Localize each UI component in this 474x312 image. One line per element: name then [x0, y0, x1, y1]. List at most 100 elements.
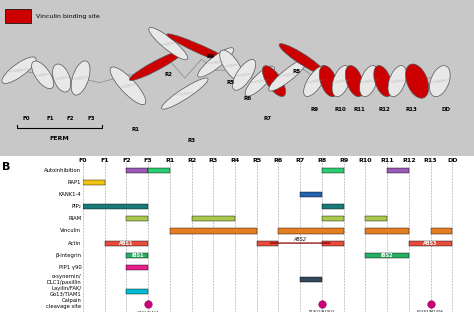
Text: R13: R13 [405, 107, 418, 112]
Text: F2: F2 [122, 158, 131, 163]
Text: Q431/Q434: Q431/Q434 [137, 310, 159, 312]
Bar [191, 216, 235, 222]
Text: ABS3: ABS3 [423, 241, 438, 246]
Text: B: B [2, 162, 10, 172]
Text: R5: R5 [252, 158, 261, 163]
Text: ABS1: ABS1 [119, 241, 134, 246]
Ellipse shape [245, 66, 274, 96]
Text: R9: R9 [339, 158, 348, 163]
Bar [170, 228, 257, 233]
Text: P1902/A1903: P1902/A1903 [309, 310, 335, 312]
Bar [127, 253, 148, 258]
Text: RAP1: RAP1 [68, 180, 81, 185]
Text: DD: DD [441, 107, 450, 112]
Text: Actin: Actin [68, 241, 81, 246]
Bar [278, 228, 344, 233]
Text: K2483/M2496: K2483/M2496 [417, 310, 444, 312]
Ellipse shape [429, 66, 450, 97]
Text: R3: R3 [188, 138, 196, 143]
Text: Autoinhibition: Autoinhibition [44, 168, 81, 173]
Text: R11: R11 [354, 107, 365, 112]
Text: DD: DD [447, 158, 457, 163]
Ellipse shape [304, 66, 327, 96]
Text: R2: R2 [187, 158, 196, 163]
Ellipse shape [149, 27, 188, 60]
Text: IBS2: IBS2 [381, 253, 393, 258]
Text: RIAM: RIAM [68, 217, 81, 222]
Text: Calpain
cleavage site: Calpain cleavage site [46, 298, 81, 309]
Text: R6: R6 [274, 158, 283, 163]
Ellipse shape [2, 57, 36, 83]
Text: β-integrin: β-integrin [55, 253, 81, 258]
Text: R5: R5 [227, 80, 235, 85]
Bar [365, 228, 409, 233]
Bar [127, 168, 148, 173]
Ellipse shape [346, 66, 364, 97]
Bar [322, 241, 344, 246]
Bar [127, 216, 148, 222]
Bar [300, 277, 322, 282]
Ellipse shape [129, 51, 183, 80]
Text: Layilin/FAK/
Go13/TIAM1: Layilin/FAK/ Go13/TIAM1 [50, 286, 81, 297]
Text: R9: R9 [310, 107, 319, 112]
Text: R12: R12 [402, 158, 416, 163]
Bar [257, 241, 278, 246]
Text: R8: R8 [292, 69, 301, 74]
Text: F3: F3 [88, 116, 95, 121]
Text: R12: R12 [378, 107, 390, 112]
Text: F0: F0 [79, 158, 87, 163]
Text: R7: R7 [264, 116, 272, 121]
Bar [409, 241, 452, 246]
Text: R13: R13 [424, 158, 438, 163]
Ellipse shape [53, 64, 71, 92]
Text: R1: R1 [165, 158, 174, 163]
Ellipse shape [71, 61, 90, 95]
Ellipse shape [406, 64, 428, 98]
Text: F0: F0 [22, 116, 30, 121]
Ellipse shape [269, 59, 308, 91]
Bar [322, 216, 344, 222]
Ellipse shape [388, 66, 406, 97]
Text: F2: F2 [66, 116, 74, 121]
Text: Vinculin binding site: Vinculin binding site [36, 14, 99, 19]
Ellipse shape [319, 66, 337, 97]
Bar [83, 180, 105, 185]
Text: F3: F3 [144, 158, 153, 163]
Bar [430, 228, 452, 233]
Text: R8: R8 [317, 158, 327, 163]
Text: R4: R4 [230, 158, 240, 163]
Ellipse shape [374, 66, 392, 97]
Ellipse shape [162, 78, 208, 109]
Ellipse shape [167, 34, 236, 66]
Ellipse shape [360, 66, 378, 97]
Text: R4: R4 [207, 54, 215, 59]
Bar [5, 9, 31, 23]
Text: Vinculin: Vinculin [60, 228, 81, 233]
Bar [365, 253, 409, 258]
Text: FERM: FERM [49, 136, 69, 141]
Text: R10: R10 [335, 107, 346, 112]
Ellipse shape [279, 44, 326, 75]
Ellipse shape [332, 66, 350, 97]
Text: α-synemin/
DLC1/paxillin: α-synemin/ DLC1/paxillin [46, 274, 81, 285]
Bar [83, 204, 148, 209]
Text: R7: R7 [296, 158, 305, 163]
Bar [387, 168, 409, 173]
Ellipse shape [233, 60, 255, 90]
Bar [127, 289, 148, 294]
Text: R10: R10 [359, 158, 372, 163]
Bar [148, 168, 170, 173]
Text: F1: F1 [100, 158, 109, 163]
Text: PIP₂: PIP₂ [72, 204, 81, 209]
Bar [322, 168, 344, 173]
Text: R2: R2 [164, 72, 172, 77]
Ellipse shape [110, 67, 146, 105]
Bar [365, 216, 387, 222]
Bar [322, 204, 344, 209]
Text: PIP1 γ90: PIP1 γ90 [59, 265, 81, 270]
Ellipse shape [220, 50, 243, 81]
Text: ABS2: ABS2 [294, 237, 307, 242]
Text: R3: R3 [209, 158, 218, 163]
Text: R1: R1 [131, 127, 139, 132]
Text: IBS1: IBS1 [131, 253, 144, 258]
